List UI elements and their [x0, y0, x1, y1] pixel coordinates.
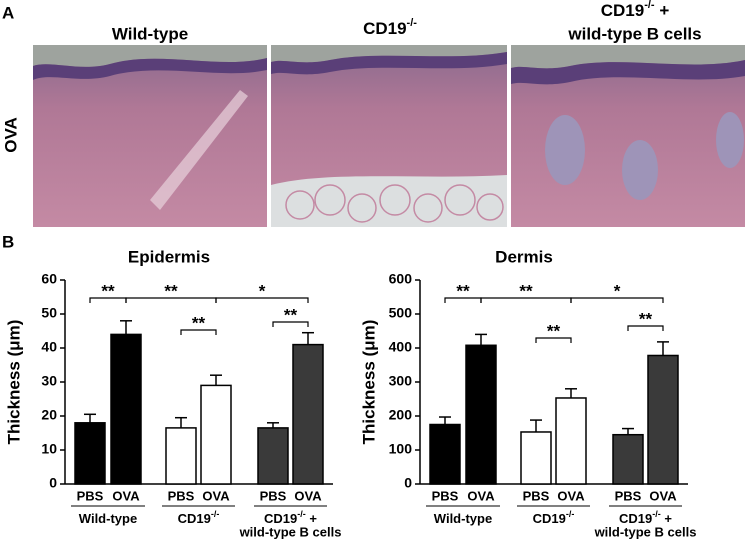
group-label: Wild-type	[79, 511, 137, 526]
y-tick-label: 400	[389, 339, 413, 355]
significance-label: **	[547, 321, 561, 340]
significance-bracket	[627, 325, 664, 331]
x-tick-label: PBS	[523, 488, 550, 503]
column-label: wild-type B cells	[567, 24, 701, 43]
histology-image	[271, 45, 507, 227]
y-tick-label: 600	[389, 271, 413, 287]
significance-bracket	[535, 337, 572, 343]
bar	[292, 343, 324, 485]
x-tick-label: OVA	[467, 488, 495, 503]
y-tick-label: 200	[389, 407, 413, 423]
histology-image	[511, 45, 745, 227]
column-label: CD19-/-	[363, 17, 417, 39]
significance-bracket	[215, 297, 309, 303]
significance-label: **	[164, 281, 178, 300]
significance-label: **	[101, 281, 115, 300]
bar	[200, 384, 232, 485]
significance-label: *	[614, 281, 621, 300]
y-tick-label: 20	[41, 407, 57, 423]
y-axis-label: Thickness (μm)	[359, 320, 378, 445]
bar	[429, 423, 461, 485]
x-tick-label: PBS	[432, 488, 459, 503]
y-axis-label: Thickness (μm)	[4, 320, 23, 445]
y-tick-label: 50	[41, 305, 57, 321]
significance-bracket	[180, 329, 217, 335]
column-label: CD19-/- +	[601, 0, 670, 20]
significance-label: **	[519, 281, 533, 300]
bar	[647, 354, 679, 485]
y-tick-label: 0	[49, 475, 57, 491]
bar	[74, 422, 106, 485]
bar	[165, 427, 197, 485]
panel-label: B	[2, 232, 14, 251]
y-tick-label: 40	[41, 339, 57, 355]
group-label: wild-type B cells	[594, 524, 697, 539]
bar	[257, 427, 289, 485]
x-tick-label: OVA	[294, 488, 322, 503]
y-tick-label: 300	[389, 373, 413, 389]
bar	[520, 431, 552, 485]
x-tick-label: OVA	[202, 488, 230, 503]
group-label: Wild-type	[434, 511, 492, 526]
group-label: CD19-/- +	[619, 509, 672, 526]
group-label: wild-type B cells	[239, 524, 342, 539]
bar	[465, 344, 497, 485]
bar	[612, 433, 644, 485]
x-tick-label: OVA	[112, 488, 140, 503]
y-tick-label: 30	[41, 373, 57, 389]
significance-label: **	[639, 309, 653, 328]
significance-label: *	[259, 281, 266, 300]
group-label: CD19-/-	[178, 509, 220, 526]
significance-label: **	[456, 281, 470, 300]
x-tick-label: PBS	[615, 488, 642, 503]
bar	[555, 397, 587, 485]
x-tick-label: OVA	[649, 488, 677, 503]
y-tick-label: 100	[389, 441, 413, 457]
bar	[110, 333, 142, 485]
x-tick-label: OVA	[557, 488, 585, 503]
chart-title: Epidermis	[128, 247, 210, 266]
significance-bracket	[570, 297, 664, 303]
y-tick-label: 60	[41, 271, 57, 287]
significance-label: **	[284, 305, 298, 324]
row-label: OVA	[1, 117, 20, 153]
column-label: Wild-type	[112, 24, 188, 43]
x-tick-label: PBS	[260, 488, 287, 503]
group-label: CD19-/- +	[264, 509, 317, 526]
significance-bracket	[272, 321, 309, 327]
panel-label: A	[2, 3, 14, 22]
y-tick-label: 10	[41, 441, 57, 457]
y-tick-label: 0	[404, 475, 412, 491]
significance-label: **	[192, 313, 206, 332]
histology-image	[33, 45, 267, 227]
x-tick-label: PBS	[168, 488, 195, 503]
y-tick-label: 500	[389, 305, 413, 321]
x-tick-label: PBS	[77, 488, 104, 503]
chart-title: Dermis	[495, 247, 553, 266]
group-label: CD19-/-	[533, 509, 575, 526]
